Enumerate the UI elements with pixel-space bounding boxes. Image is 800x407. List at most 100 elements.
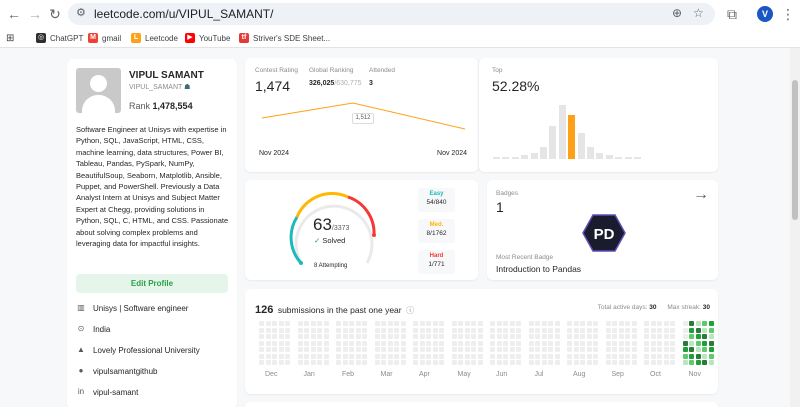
heatmap-cell[interactable] xyxy=(374,353,380,359)
heatmap-cell[interactable] xyxy=(593,353,598,359)
heatmap-cell[interactable] xyxy=(297,321,303,326)
heatmap-cell[interactable] xyxy=(618,360,624,365)
heatmap-cell[interactable] xyxy=(548,353,553,359)
heatmap-cell[interactable] xyxy=(516,340,521,346)
heatmap-cell[interactable] xyxy=(355,321,361,326)
heatmap-cell[interactable] xyxy=(535,353,540,359)
heatmap-cell[interactable] xyxy=(464,347,470,352)
heatmap-cell[interactable] xyxy=(580,327,585,333)
heatmap-cell[interactable] xyxy=(644,360,649,365)
heatmap-cell[interactable] xyxy=(278,353,284,359)
heatmap-cell[interactable] xyxy=(586,340,592,346)
heatmap-cell[interactable] xyxy=(535,327,540,333)
heatmap-cell[interactable] xyxy=(708,327,714,333)
heatmap-cell[interactable] xyxy=(490,340,495,346)
heatmap-cell[interactable] xyxy=(586,321,592,326)
heatmap-cell[interactable] xyxy=(682,360,688,365)
heatmap-cell[interactable] xyxy=(265,327,271,333)
zoom-icon[interactable]: ⊕ xyxy=(672,6,683,20)
heatmap-cell[interactable] xyxy=(650,334,656,339)
heatmap-cell[interactable] xyxy=(657,334,662,339)
heatmap-cell[interactable] xyxy=(618,353,624,359)
heatmap-cell[interactable] xyxy=(439,347,444,352)
heatmap-cell[interactable] xyxy=(259,327,264,333)
heatmap-cell[interactable] xyxy=(496,321,502,326)
heatmap-cell[interactable] xyxy=(413,321,418,326)
edit-profile-button[interactable]: Edit Profile xyxy=(76,274,228,293)
heatmap-cell[interactable] xyxy=(381,360,386,365)
heatmap-cell[interactable] xyxy=(605,321,611,326)
heatmap-cell[interactable] xyxy=(644,353,649,359)
heatmap-cell[interactable] xyxy=(336,353,341,359)
heatmap-cell[interactable] xyxy=(272,353,277,359)
heatmap-cell[interactable] xyxy=(278,360,284,365)
heatmap-cell[interactable] xyxy=(471,334,476,339)
profile-avatar[interactable]: V xyxy=(757,6,773,22)
heatmap-cell[interactable] xyxy=(541,321,547,326)
heatmap-cell[interactable] xyxy=(451,327,457,333)
heatmap-cell[interactable] xyxy=(682,340,688,346)
heatmap-cell[interactable] xyxy=(625,347,630,352)
heatmap-cell[interactable] xyxy=(387,321,393,326)
heatmap-cell[interactable] xyxy=(439,334,444,339)
heatmap-cell[interactable] xyxy=(663,360,669,365)
heatmap-cell[interactable] xyxy=(458,321,463,326)
heatmap-cell[interactable] xyxy=(573,347,579,352)
heatmap-cell[interactable] xyxy=(644,340,649,346)
heatmap-cell[interactable] xyxy=(471,327,476,333)
heatmap-cell[interactable] xyxy=(708,340,714,346)
heatmap-cell[interactable] xyxy=(355,347,361,352)
heatmap-cell[interactable] xyxy=(496,360,502,365)
heatmap-cell[interactable] xyxy=(355,327,361,333)
heatmap-cell[interactable] xyxy=(702,353,707,359)
heatmap-cell[interactable] xyxy=(310,347,316,352)
heatmap-cell[interactable] xyxy=(528,347,534,352)
heatmap-cell[interactable] xyxy=(509,360,515,365)
heatmap-cell[interactable] xyxy=(593,347,598,352)
heatmap-cell[interactable] xyxy=(631,340,637,346)
heatmap-cell[interactable] xyxy=(586,334,592,339)
heatmap-cell[interactable] xyxy=(708,360,714,365)
heatmap-cell[interactable] xyxy=(605,340,611,346)
scrollbar-thumb[interactable] xyxy=(792,80,798,220)
heatmap-cell[interactable] xyxy=(593,327,598,333)
heatmap-cell[interactable] xyxy=(535,334,540,339)
heatmap-cell[interactable] xyxy=(573,360,579,365)
bookmark-star-icon[interactable]: ☆ xyxy=(693,6,704,20)
heatmap-cell[interactable] xyxy=(323,347,329,352)
heatmap-cell[interactable] xyxy=(426,340,431,346)
heatmap-cell[interactable] xyxy=(618,347,624,352)
heatmap-cell[interactable] xyxy=(490,321,495,326)
heatmap-cell[interactable] xyxy=(336,327,341,333)
heatmap-cell[interactable] xyxy=(586,327,592,333)
heatmap-cell[interactable] xyxy=(516,321,521,326)
heatmap-cell[interactable] xyxy=(458,353,463,359)
heatmap-cell[interactable] xyxy=(285,321,290,326)
heatmap-cell[interactable] xyxy=(272,334,277,339)
heatmap-cell[interactable] xyxy=(259,360,264,365)
heatmap-cell[interactable] xyxy=(426,321,431,326)
heatmap-cell[interactable] xyxy=(663,321,669,326)
heatmap-cell[interactable] xyxy=(432,360,438,365)
heatmap-cell[interactable] xyxy=(458,347,463,352)
heatmap-cell[interactable] xyxy=(464,321,470,326)
heatmap-cell[interactable] xyxy=(451,353,457,359)
heatmap-cell[interactable] xyxy=(394,353,399,359)
heatmap-cell[interactable] xyxy=(259,340,264,346)
heatmap-cell[interactable] xyxy=(573,327,579,333)
heatmap-cell[interactable] xyxy=(503,334,508,339)
heatmap-cell[interactable] xyxy=(477,353,483,359)
heatmap-cell[interactable] xyxy=(323,321,329,326)
heatmap-cell[interactable] xyxy=(471,353,476,359)
heatmap-cell[interactable] xyxy=(432,347,438,352)
heatmap-cell[interactable] xyxy=(432,327,438,333)
heatmap-cell[interactable] xyxy=(580,334,585,339)
heatmap-cell[interactable] xyxy=(503,347,508,352)
profile-info-item[interactable]: in vipul-samant xyxy=(76,387,138,397)
heatmap-cell[interactable] xyxy=(342,340,348,346)
heatmap-cell[interactable] xyxy=(342,347,348,352)
heatmap-cell[interactable] xyxy=(310,327,316,333)
heatmap-cell[interactable] xyxy=(663,347,669,352)
heatmap-cell[interactable] xyxy=(580,347,585,352)
heatmap-cell[interactable] xyxy=(349,353,354,359)
